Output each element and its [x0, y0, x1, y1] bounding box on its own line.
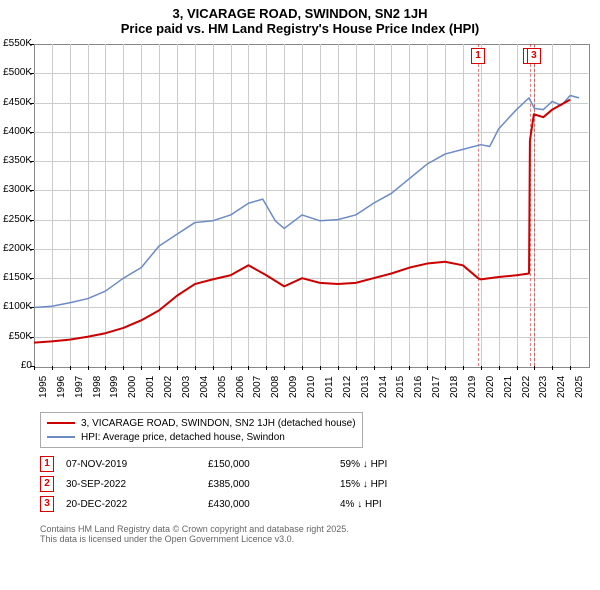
line-property [0, 0, 600, 590]
